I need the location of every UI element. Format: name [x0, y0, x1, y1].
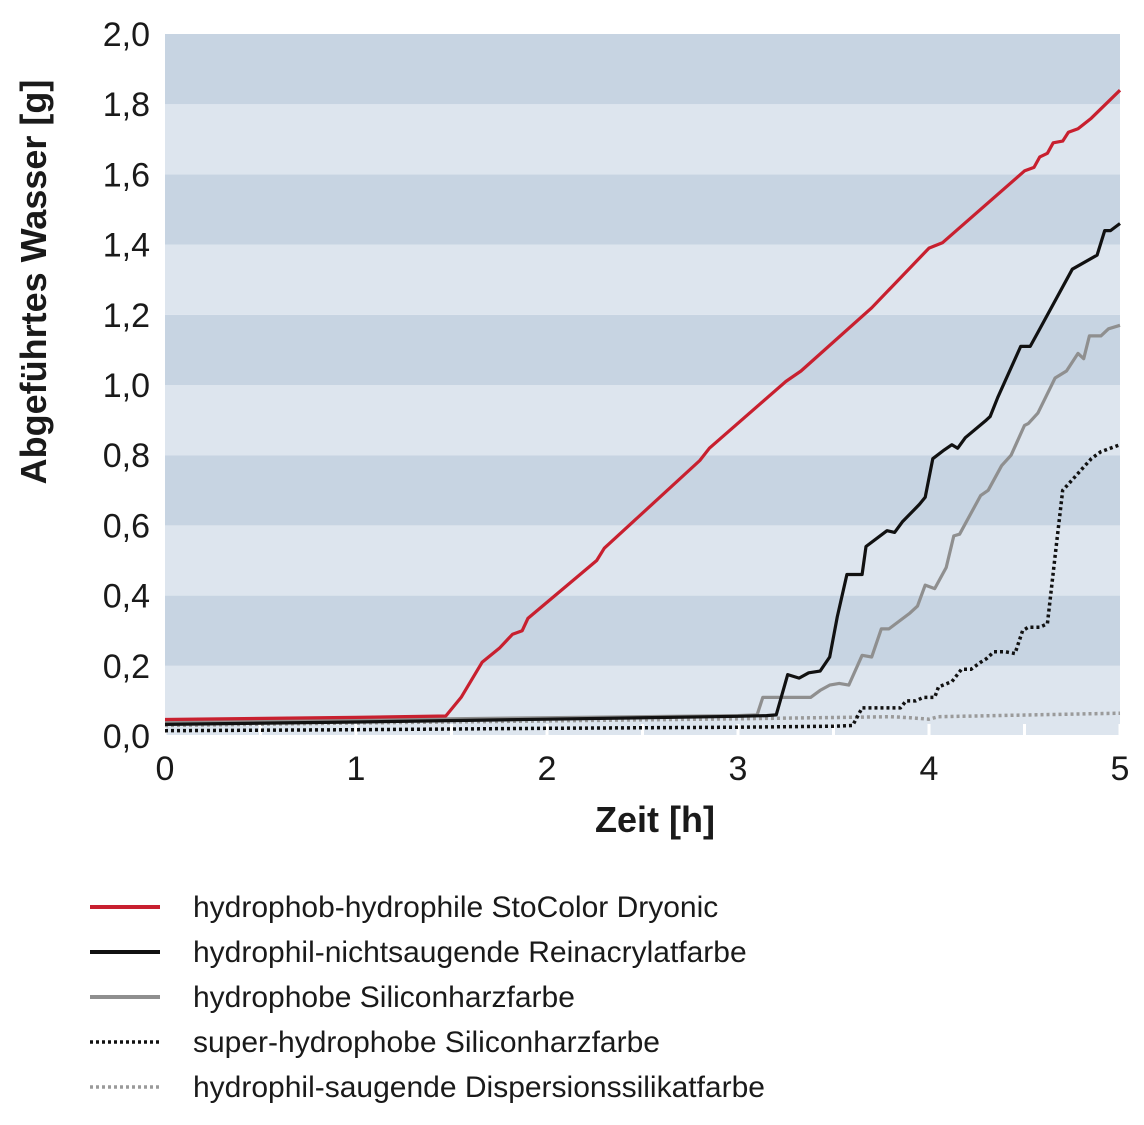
- x-axis-title: Zeit [h]: [595, 799, 715, 840]
- y-axis-title: Abgeführtes Wasser [g]: [13, 80, 54, 485]
- y-tick-labels: 0,0 0,2 0,4 0,6 0,8 1,0 1,2 1,4 1,6 1,8 2,0: [103, 16, 150, 756]
- y-tick-label: 0,0: [103, 718, 150, 756]
- y-tick-label: 0,8: [103, 437, 150, 475]
- x-tick-labels: 0 1 2 3 4 5: [156, 750, 1130, 788]
- y-tick-label: 1,8: [103, 86, 150, 124]
- y-tick-label: 1,4: [103, 227, 150, 265]
- y-tick-label: 1,2: [103, 297, 150, 335]
- y-tick-label: 0,2: [103, 648, 150, 686]
- y-tick-label: 0,4: [103, 578, 150, 616]
- series-line-3: [164, 323, 1121, 724]
- plot-band: [165, 314, 1120, 385]
- plot-band: [165, 525, 1120, 596]
- x-tick-label: 4: [920, 750, 939, 788]
- x-tick-label: 2: [538, 750, 557, 788]
- legend-label: hydrophil-nichtsaugende Reinacrylatfarbe: [193, 936, 747, 969]
- plot-band: [165, 595, 1120, 666]
- legend: hydrophob-hydrophile StoColor Dryonic hyd…: [90, 891, 765, 1104]
- plot-band: [165, 385, 1120, 456]
- series-lines: [164, 89, 1122, 733]
- legend-label: hydrophob-hydrophile StoColor Dryonic: [193, 891, 718, 924]
- plot-band: [165, 34, 1120, 105]
- legend-label: hydrophobe Siliconharzfarbe: [193, 981, 575, 1014]
- x-tick-label: 5: [1111, 750, 1130, 788]
- series-line-4: [164, 443, 1121, 733]
- y-tick-label: 0,6: [103, 507, 150, 545]
- x-tick-label: 3: [729, 750, 748, 788]
- y-tick-label: 1,0: [103, 367, 150, 405]
- plot-band: [165, 244, 1120, 315]
- series-line-1: [164, 89, 1122, 722]
- plot-band: [165, 104, 1120, 175]
- plot-band: [165, 174, 1120, 245]
- x-tick-label: 1: [347, 750, 366, 788]
- legend-label: hydrophil-saugende Dispersionssilikatfar…: [193, 1071, 765, 1104]
- x-grid-marks: [163, 724, 1122, 737]
- series-line-2: [164, 222, 1121, 726]
- plot-background-bands: [165, 34, 1120, 736]
- legend-label: super-hydrophobe Siliconharzfarbe: [193, 1026, 660, 1059]
- y-tick-label: 2,0: [103, 16, 150, 54]
- x-tick-label: 0: [156, 750, 175, 788]
- y-tick-label: 1,6: [103, 156, 150, 194]
